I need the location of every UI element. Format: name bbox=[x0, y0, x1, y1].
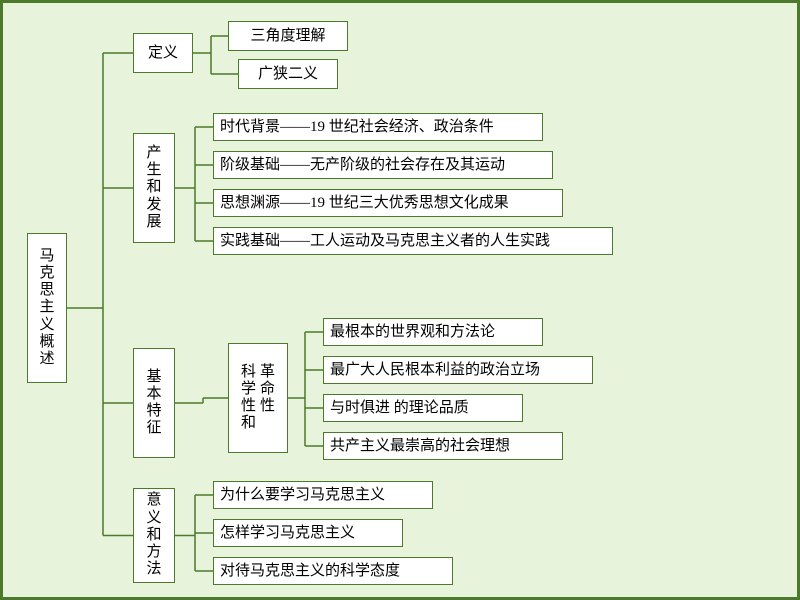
tree-node-b3m: 科学性和革命性 bbox=[228, 343, 288, 453]
tree-node-label: 为什么要学习马克思主义 bbox=[220, 486, 385, 504]
tree-node-label: 共产主义最崇高的社会理想 bbox=[330, 437, 510, 455]
tree-node-label: 阶级基础——无产阶级的社会存在及其运动 bbox=[220, 156, 505, 174]
tree-node-label: 科学性和革命性 bbox=[239, 364, 277, 433]
tree-node-b2c3: 思想渊源——19 世纪三大优秀思想文化成果 bbox=[213, 189, 563, 217]
tree-node-label: 三角度理解 bbox=[250, 27, 325, 45]
tree-node-label: 最根本的世界观和方法论 bbox=[330, 323, 495, 341]
tree-node-b3c2: 最广大人民根本利益的政治立场 bbox=[323, 356, 593, 384]
tree-node-b3c4: 共产主义最崇高的社会理想 bbox=[323, 432, 563, 460]
tree-node-b2c4: 实践基础——工人运动及马克思主义者的人生实践 bbox=[213, 227, 613, 255]
tree-node-b3c1: 最根本的世界观和方法论 bbox=[323, 318, 543, 346]
tree-node-label: 基本特征 bbox=[146, 369, 161, 438]
tree-node-b4c3: 对待马克思主义的科学态度 bbox=[213, 557, 453, 585]
tree-node-b1: 定义 bbox=[133, 33, 193, 73]
tree-node-label: 思想渊源——19 世纪三大优秀思想文化成果 bbox=[220, 194, 509, 212]
tree-node-b4c1: 为什么要学习马克思主义 bbox=[213, 481, 433, 509]
tree-node-b1c2: 广狭二义 bbox=[238, 59, 338, 89]
tree-node-b1c1: 三角度理解 bbox=[228, 21, 348, 51]
tree-node-label: 产生和发展 bbox=[146, 145, 161, 231]
tree-node-b2c1: 时代背景——19 世纪社会经济、政治条件 bbox=[213, 113, 543, 141]
tree-node-root: 马克思主义概述 bbox=[27, 233, 67, 383]
tree-node-b2: 产生和发展 bbox=[133, 133, 175, 243]
tree-node-label: 实践基础——工人运动及马克思主义者的人生实践 bbox=[220, 232, 550, 250]
tree-connectors bbox=[3, 3, 800, 600]
tree-node-label: 意义和方法 bbox=[146, 492, 161, 578]
tree-node-b4c2: 怎样学习马克思主义 bbox=[213, 519, 403, 547]
tree-node-label: 最广大人民根本利益的政治立场 bbox=[330, 361, 540, 379]
tree-node-label: 广狭二义 bbox=[258, 65, 318, 83]
tree-node-label: 定义 bbox=[148, 44, 178, 62]
diagram-canvas: 马克思主义概述 定义产生和发展基本特征意义和方法 三角度理解广狭二义时代背景——19… bbox=[0, 0, 800, 600]
tree-node-b3c3: 与时俱进 的理论品质 bbox=[323, 394, 523, 422]
tree-node-b4: 意义和方法 bbox=[133, 488, 175, 583]
tree-node-label: 与时俱进 的理论品质 bbox=[330, 399, 469, 417]
tree-node-b3: 基本特征 bbox=[133, 348, 175, 458]
tree-node-label: 马克思主义概述 bbox=[39, 248, 54, 369]
tree-node-label: 对待马克思主义的科学态度 bbox=[220, 562, 400, 580]
tree-node-label: 怎样学习马克思主义 bbox=[220, 524, 355, 542]
tree-node-b2c2: 阶级基础——无产阶级的社会存在及其运动 bbox=[213, 151, 553, 179]
tree-node-label: 时代背景——19 世纪社会经济、政治条件 bbox=[220, 118, 494, 136]
